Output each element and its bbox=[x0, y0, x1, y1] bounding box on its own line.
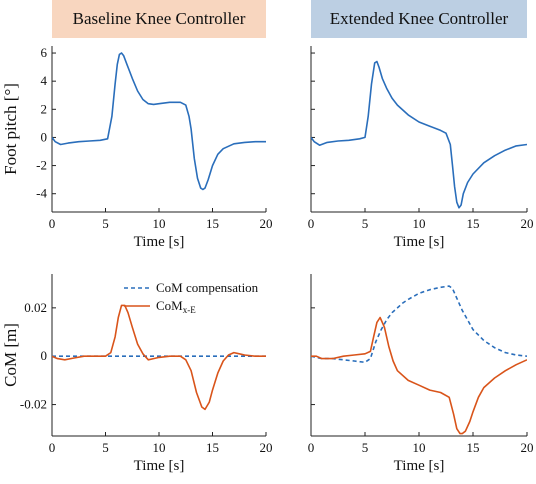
x-tick-label: 5 bbox=[362, 440, 369, 455]
x-tick-label: 5 bbox=[102, 216, 109, 231]
x-tick-label: 5 bbox=[362, 216, 369, 231]
legend-label-com-compensation: CoM compensation bbox=[156, 280, 259, 295]
y-tick-label: 0 bbox=[41, 348, 48, 363]
x-tick-label: 5 bbox=[102, 440, 109, 455]
x-axis-label: Time [s] bbox=[134, 234, 185, 250]
x-tick-label: 10 bbox=[413, 440, 426, 455]
y-axis-label: Foot pitch [°] bbox=[1, 83, 20, 175]
x-tick-label: 15 bbox=[206, 216, 219, 231]
y-tick-label: 0.02 bbox=[24, 300, 47, 315]
x-tick-label: 15 bbox=[467, 216, 480, 231]
x-tick-label: 10 bbox=[153, 440, 166, 455]
x-tick-label: 0 bbox=[308, 440, 315, 455]
chart-foot-pitch-extended: 0 5 10 15 20 Time [s] bbox=[308, 46, 534, 250]
series-com-xe bbox=[52, 304, 266, 411]
chart-com-extended: 0 5 10 15 20 Time [s] bbox=[308, 274, 534, 474]
x-tick-label: 10 bbox=[153, 216, 166, 231]
series-com-compensation bbox=[311, 285, 527, 364]
x-tick-label: 20 bbox=[260, 216, 273, 231]
plots-group: 0 5 10 15 20 -4 -2 0 2 4 6 Time [s] Foot pitch [°] 0 5… bbox=[1, 45, 534, 474]
panel-title-extended: Extended Knee Controller bbox=[311, 0, 527, 38]
legend-label-com-xe: CoMx-E bbox=[156, 298, 196, 315]
y-tick-label: -2 bbox=[36, 158, 47, 173]
x-tick-label: 10 bbox=[413, 216, 426, 231]
x-axis-label: Time [s] bbox=[134, 458, 185, 474]
y-tick-label: 0 bbox=[41, 129, 48, 144]
y-axis-label: CoM [m] bbox=[1, 323, 20, 387]
y-tick-label: -4 bbox=[36, 186, 47, 201]
panel-title-baseline: Baseline Knee Controller bbox=[52, 0, 266, 38]
y-tick-label: 4 bbox=[41, 73, 48, 88]
legend-subscript: x-E bbox=[183, 305, 196, 315]
y-tick-label: 6 bbox=[41, 45, 48, 60]
x-tick-label: 20 bbox=[521, 216, 534, 231]
x-tick-label: 0 bbox=[308, 216, 315, 231]
x-tick-label: 20 bbox=[521, 440, 534, 455]
x-tick-label: 15 bbox=[467, 440, 480, 455]
x-tick-label: 0 bbox=[49, 440, 56, 455]
y-tick-label: 2 bbox=[41, 101, 48, 116]
series-foot-pitch bbox=[311, 60, 527, 209]
chart-com-baseline: 0 5 10 15 20 -0.02 0 0.02 Time [s] CoM [m] CoM com… bbox=[1, 274, 273, 474]
x-axis-label: Time [s] bbox=[394, 234, 445, 250]
x-tick-label: 15 bbox=[206, 440, 219, 455]
series-com-xe bbox=[311, 316, 527, 435]
x-tick-label: 0 bbox=[49, 216, 56, 231]
x-axis-label: Time [s] bbox=[394, 458, 445, 474]
x-tick-label: 20 bbox=[260, 440, 273, 455]
chart-foot-pitch-baseline: 0 5 10 15 20 -4 -2 0 2 4 6 Time [s] Foot pitch [°] bbox=[1, 45, 273, 250]
series-foot-pitch bbox=[52, 52, 266, 191]
y-tick-label: -0.02 bbox=[20, 397, 47, 412]
